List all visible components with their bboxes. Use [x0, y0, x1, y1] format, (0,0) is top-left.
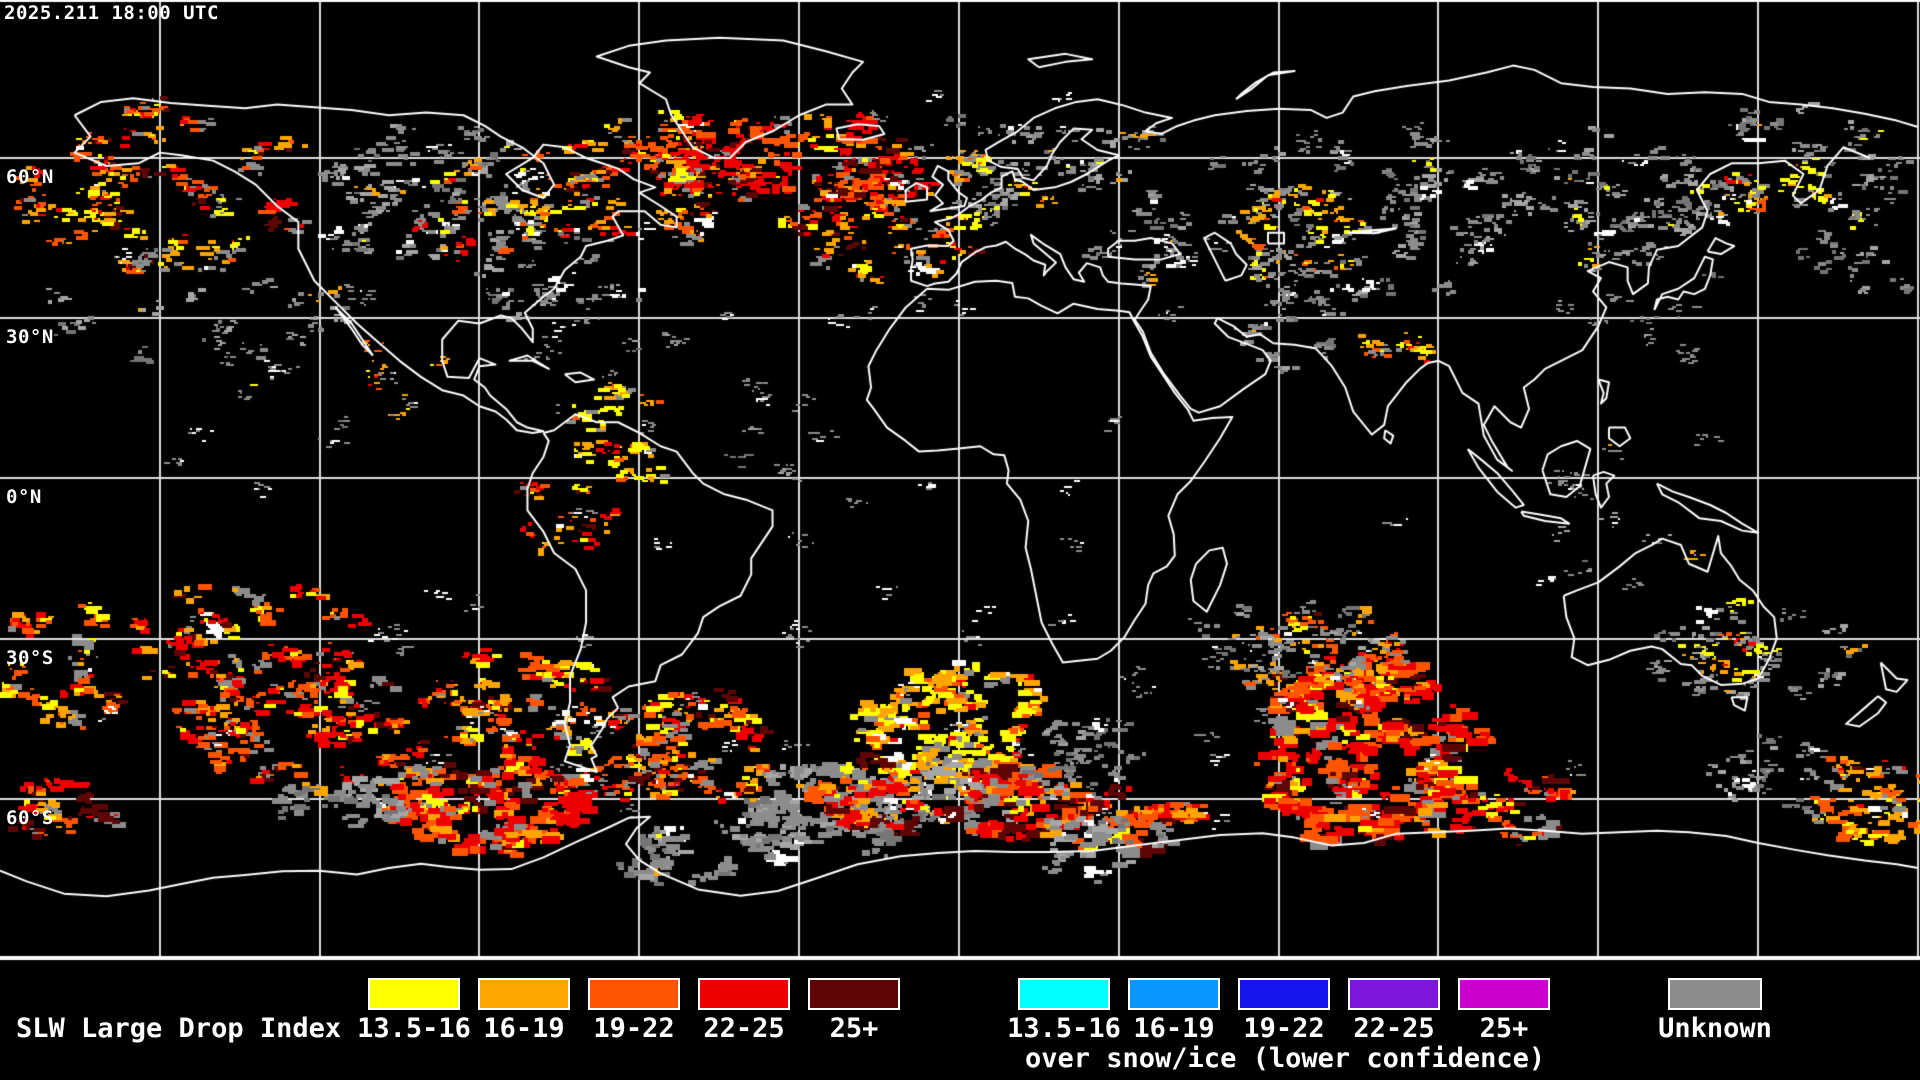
legend-bin-label: 19-22 — [1243, 1013, 1325, 1044]
latitude-label: 60°S — [6, 807, 54, 829]
latitude-label: 0°N — [6, 486, 42, 508]
legend-bin-label: 25+ — [829, 1013, 879, 1044]
legend-unknown-label: Unknown — [1658, 1013, 1772, 1044]
timestamp-label: 2025.211 18:00 UTC — [4, 2, 219, 24]
legend-title: SLW Large Drop Index — [16, 1013, 342, 1044]
legend-swatch-snow-19-22 — [1238, 978, 1330, 1010]
legend-bin-label: 13.5-16 — [1007, 1013, 1121, 1044]
legend-swatch-land-22-25 — [698, 978, 790, 1010]
legend-bin-label: 13.5-16 — [357, 1013, 471, 1044]
latitude-label: 30°N — [6, 326, 54, 348]
legend-swatch-unknown — [1668, 978, 1762, 1010]
legend-subtitle: over snow/ice (lower confidence) — [1025, 1043, 1546, 1074]
latitude-label: 30°S — [6, 647, 54, 669]
legend-swatch-snow-22-25 — [1348, 978, 1440, 1010]
legend-swatch-land-16-19 — [478, 978, 570, 1010]
legend-bin-label: 16-19 — [483, 1013, 565, 1044]
legend-bin-label: 22-25 — [1353, 1013, 1435, 1044]
legend-swatch-land-13.5-16 — [368, 978, 460, 1010]
legend-bin-label: 22-25 — [703, 1013, 785, 1044]
legend-swatch-land-25+ — [808, 978, 900, 1010]
legend-bin-label: 25+ — [1479, 1013, 1529, 1044]
latitude-label: 60°N — [6, 166, 54, 188]
legend-swatch-snow-13.5-16 — [1018, 978, 1110, 1010]
legend-swatch-snow-25+ — [1458, 978, 1550, 1010]
legend-bin-label: 19-22 — [593, 1013, 675, 1044]
legend-bin-label: 16-19 — [1133, 1013, 1215, 1044]
legend-swatch-land-19-22 — [588, 978, 680, 1010]
legend-swatch-snow-16-19 — [1128, 978, 1220, 1010]
